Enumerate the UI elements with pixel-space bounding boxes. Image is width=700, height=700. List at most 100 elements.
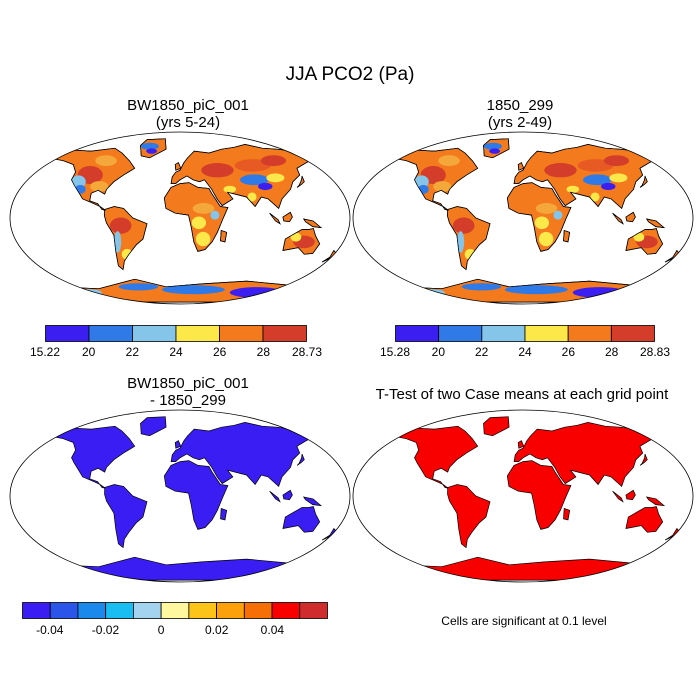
field-patch bbox=[266, 173, 285, 183]
field-patch bbox=[464, 248, 476, 260]
colorbar-tick-label: 22 bbox=[125, 345, 140, 359]
landmass-new-guinea bbox=[302, 496, 323, 507]
significance-note: Cells are significant at 0.1 level bbox=[441, 614, 607, 628]
colorbar-tick-label: -0.02 bbox=[91, 623, 120, 637]
panel-2-title-line2: (yrs 2-49) bbox=[487, 114, 553, 131]
field-patch bbox=[201, 163, 234, 178]
field-patch bbox=[223, 185, 237, 193]
colorbar-box bbox=[188, 602, 217, 619]
map-border bbox=[9, 409, 351, 583]
figure-title: JJA PCO2 (Pa) bbox=[285, 64, 415, 85]
colorbar-tick-label: 15.28 bbox=[379, 345, 411, 359]
colorbar-box bbox=[271, 602, 301, 619]
colorbar-box bbox=[438, 325, 483, 342]
field-patch bbox=[195, 231, 211, 247]
map-border bbox=[352, 131, 694, 305]
colorbar-tick-label: 24 bbox=[518, 345, 532, 359]
landmass-australia bbox=[282, 506, 321, 533]
colorbar-box bbox=[481, 325, 526, 342]
colorbar-box bbox=[105, 602, 134, 619]
panel-3-map bbox=[9, 409, 351, 583]
landmass-borneo bbox=[625, 489, 636, 501]
field-patch bbox=[483, 142, 502, 150]
field-patch bbox=[109, 217, 132, 234]
map-border bbox=[352, 409, 694, 583]
panel-1-map bbox=[9, 131, 351, 305]
landmass-north-america bbox=[395, 425, 479, 489]
field-patch bbox=[66, 288, 103, 297]
panel-3-title-line1: BW1850_piC_001 bbox=[127, 375, 249, 392]
panel-1-title: BW1850_piC_001 (yrs 5-24) bbox=[28, 97, 348, 131]
field-patch bbox=[118, 283, 159, 291]
landmass-uk bbox=[174, 440, 182, 449]
field-patch bbox=[566, 185, 580, 193]
field-patch bbox=[409, 288, 446, 297]
landmass-new-zealand bbox=[321, 527, 338, 541]
landmass-new-zealand bbox=[664, 527, 681, 541]
colorbar-box bbox=[216, 602, 245, 619]
landmass-south-america bbox=[104, 206, 148, 271]
colorbar-box bbox=[22, 602, 51, 619]
colorbar-box bbox=[395, 325, 440, 342]
panel-3-title-line2: - 1850_299 bbox=[150, 392, 226, 409]
field-patch bbox=[633, 232, 645, 242]
panel-2-colorbar-labels: 15.28 20 22 24 26 28 28.83 bbox=[380, 345, 670, 361]
colorbar-box bbox=[219, 325, 264, 342]
colorbar-box bbox=[610, 325, 655, 342]
panel-1-title-line1: BW1850_piC_001 bbox=[127, 97, 249, 114]
landmass-greenland bbox=[483, 416, 510, 437]
landmass-south-america bbox=[104, 484, 148, 549]
field-patch bbox=[414, 175, 429, 188]
field-patch bbox=[553, 210, 563, 220]
field-patch bbox=[239, 174, 269, 186]
colorbar-tick-label: 22 bbox=[474, 345, 489, 359]
landmass-africa bbox=[506, 460, 572, 530]
field-patch bbox=[95, 155, 117, 167]
colorbar-box bbox=[299, 602, 328, 619]
field-patch bbox=[210, 210, 220, 220]
colorbar-tick-label: 20 bbox=[81, 345, 96, 359]
landmass-south-america bbox=[447, 206, 491, 271]
colorbar-box bbox=[175, 325, 220, 342]
field-patch bbox=[456, 231, 465, 253]
colorbar-tick-label: 26 bbox=[561, 345, 576, 359]
field-patch bbox=[247, 192, 257, 202]
field-patch bbox=[538, 231, 554, 247]
colorbar-box bbox=[77, 602, 107, 619]
panel-3-colorbar bbox=[22, 602, 328, 619]
field-patch bbox=[258, 182, 273, 191]
landmass-uk bbox=[517, 440, 525, 449]
colorbar-tick-label: 28.73 bbox=[291, 345, 323, 359]
colorbar-tick-label: 26 bbox=[212, 345, 227, 359]
field-patch bbox=[192, 203, 215, 214]
landmass-australia bbox=[625, 506, 664, 533]
colorbar-tick-label: 28 bbox=[256, 345, 271, 359]
landmass-eurasia bbox=[513, 422, 658, 488]
field-patch bbox=[601, 182, 616, 191]
field-patch bbox=[433, 181, 452, 192]
panel-2-map bbox=[352, 131, 694, 305]
panel-3-colorbar-labels: -0.04 -0.02 0 0.02 0.04 bbox=[22, 623, 328, 639]
landmass-africa bbox=[163, 460, 229, 530]
landmass-north-america bbox=[52, 425, 136, 489]
colorbar-box bbox=[88, 325, 133, 342]
colorbar-box bbox=[132, 325, 177, 342]
field-patch bbox=[504, 285, 568, 295]
colorbar-tick-label: 24 bbox=[169, 345, 183, 359]
landmass-sumatra bbox=[612, 490, 624, 503]
colorbar-box bbox=[49, 602, 79, 619]
panel-3-title: BW1850_piC_001 - 1850_299 bbox=[28, 375, 348, 409]
field-patch bbox=[121, 248, 133, 260]
field-patch bbox=[90, 181, 109, 192]
field-patch bbox=[461, 283, 502, 291]
panel-4-title-line1: T-Test of two Case means at each grid po… bbox=[375, 386, 669, 403]
field-patch bbox=[146, 148, 158, 154]
panel-4-title: T-Test of two Case means at each grid po… bbox=[352, 386, 692, 403]
landmass-new-guinea bbox=[645, 496, 666, 507]
field-patch bbox=[290, 232, 302, 242]
field-patch bbox=[603, 155, 630, 167]
panel-2-title: 1850_299 (yrs 2-49) bbox=[360, 97, 680, 131]
field-patch bbox=[609, 173, 628, 183]
panel-1-colorbar-labels: 15.22 20 22 24 26 28 28.73 bbox=[30, 345, 322, 361]
colorbar-tick-label: 0.04 bbox=[260, 623, 285, 637]
